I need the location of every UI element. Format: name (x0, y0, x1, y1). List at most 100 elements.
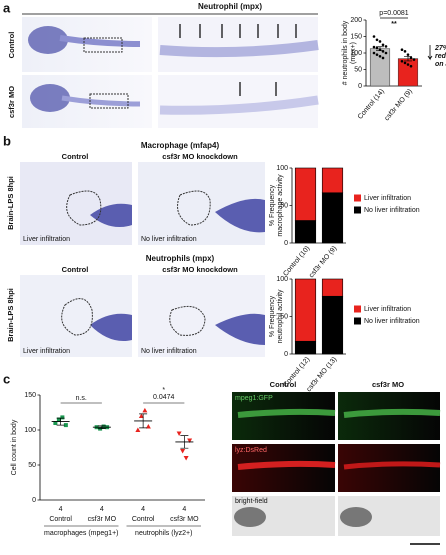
bar-segment (321, 295, 344, 355)
point (372, 35, 376, 38)
group-label: neutrophils (lyz2+) (135, 530, 192, 537)
point (183, 456, 189, 461)
point (63, 423, 68, 428)
images-a (22, 17, 319, 128)
point (384, 51, 388, 55)
count-label: 4 (100, 506, 104, 513)
annotation: * (162, 387, 165, 394)
point (412, 58, 416, 61)
y-axis-label: neutrophil activity (277, 289, 284, 344)
point (409, 64, 413, 68)
y-tick-label: 200 (350, 17, 362, 24)
y-tick-label: 50 (280, 202, 288, 209)
legend-swatch (354, 194, 361, 202)
y-tick-label: 100 (24, 427, 36, 434)
y-axis-label: macrophage activity (277, 174, 284, 237)
image-label: bright-field (235, 498, 268, 505)
y-tick-label: 150 (350, 33, 362, 40)
legend-label: No liver infiltration (364, 318, 420, 325)
point (187, 438, 193, 443)
point (180, 449, 186, 454)
images-b1 (20, 162, 265, 245)
point (375, 46, 379, 50)
error-bar (56, 417, 65, 426)
panel-title: Macrophage (mfap4) (141, 141, 220, 150)
image-label: No liver infiltration (141, 236, 197, 243)
legend-swatch (354, 317, 361, 325)
column-header: csf3r MO knockdown (162, 152, 238, 161)
row-label: Brain-LPS 8hpi (6, 176, 15, 230)
point (176, 431, 182, 436)
panel-title: Neutrophil (mpx) (198, 2, 262, 11)
bar-segment (294, 278, 317, 342)
count-label: 4 (182, 506, 186, 513)
images-c (232, 392, 441, 545)
y-tick-label: 50 (354, 66, 362, 73)
y-tick-label: 100 (276, 276, 288, 283)
legend-label: No liver infiltration (364, 207, 420, 214)
point (372, 45, 376, 49)
image-label: lyz:DsRed (235, 447, 267, 454)
annotation: on average (435, 61, 446, 68)
point (378, 55, 382, 58)
row-label: Control (7, 32, 16, 59)
count-label: 4 (141, 506, 145, 513)
x-tick-label: Control (10) (282, 245, 311, 278)
point (142, 407, 148, 413)
point (400, 59, 404, 63)
legend-swatch (354, 305, 361, 313)
point (381, 56, 385, 60)
point (135, 427, 141, 432)
point (403, 61, 407, 65)
column-header: csf3r MO knockdown (162, 265, 238, 274)
image-label: Liver infiltration (23, 348, 70, 355)
panel-letter: a (3, 0, 11, 15)
point (60, 415, 65, 420)
legend-label: Liver infiltration (364, 306, 411, 313)
image-label: Liver infiltration (23, 236, 70, 243)
panel-title: Neutrophils (mpx) (146, 254, 215, 263)
column-header: Control (270, 380, 297, 389)
annotation: 27% (434, 45, 446, 52)
y-tick-label: 100 (350, 50, 362, 57)
image-label: No liver infiltration (141, 348, 197, 355)
point (372, 51, 376, 55)
y-tick-label: 0 (284, 240, 288, 247)
y-axis-label: Cell count in body (11, 419, 18, 475)
error-bar (404, 55, 412, 62)
error-bar (180, 435, 189, 449)
point (406, 63, 410, 66)
x-tick-label: csf3r MO (88, 516, 117, 523)
point (138, 413, 144, 418)
x-tick-label: Control (49, 516, 72, 523)
panel-letter: b (3, 133, 11, 148)
y-tick-label: 0 (358, 83, 362, 90)
y-axis-label: (mpx+) (350, 42, 357, 64)
y-tick-label: 0 (284, 351, 288, 358)
point (400, 48, 404, 51)
bar-segment (321, 192, 344, 244)
column-header: Control (62, 152, 89, 161)
point (53, 421, 58, 425)
annotation: 0.0474 (153, 394, 175, 401)
point (381, 50, 385, 53)
bar-segment (294, 167, 317, 221)
x-tick-label: csf3r MO (9) (308, 245, 338, 279)
annotation: ** (391, 21, 397, 28)
x-tick-label: Control (14) (357, 88, 386, 121)
y-axis-label: # neutrophils in body (342, 20, 349, 85)
bar-segment (321, 167, 344, 194)
error-bar (139, 413, 148, 429)
y-tick-label: 150 (24, 392, 36, 399)
image-label: mpeg1:GFP (235, 395, 273, 402)
x-tick-label: Control (12) (282, 356, 311, 389)
point (384, 45, 388, 48)
point (145, 424, 151, 429)
point (375, 53, 379, 56)
row-label: csf3r MO (7, 86, 16, 118)
point (381, 43, 385, 47)
point (56, 417, 61, 422)
point (375, 38, 379, 42)
